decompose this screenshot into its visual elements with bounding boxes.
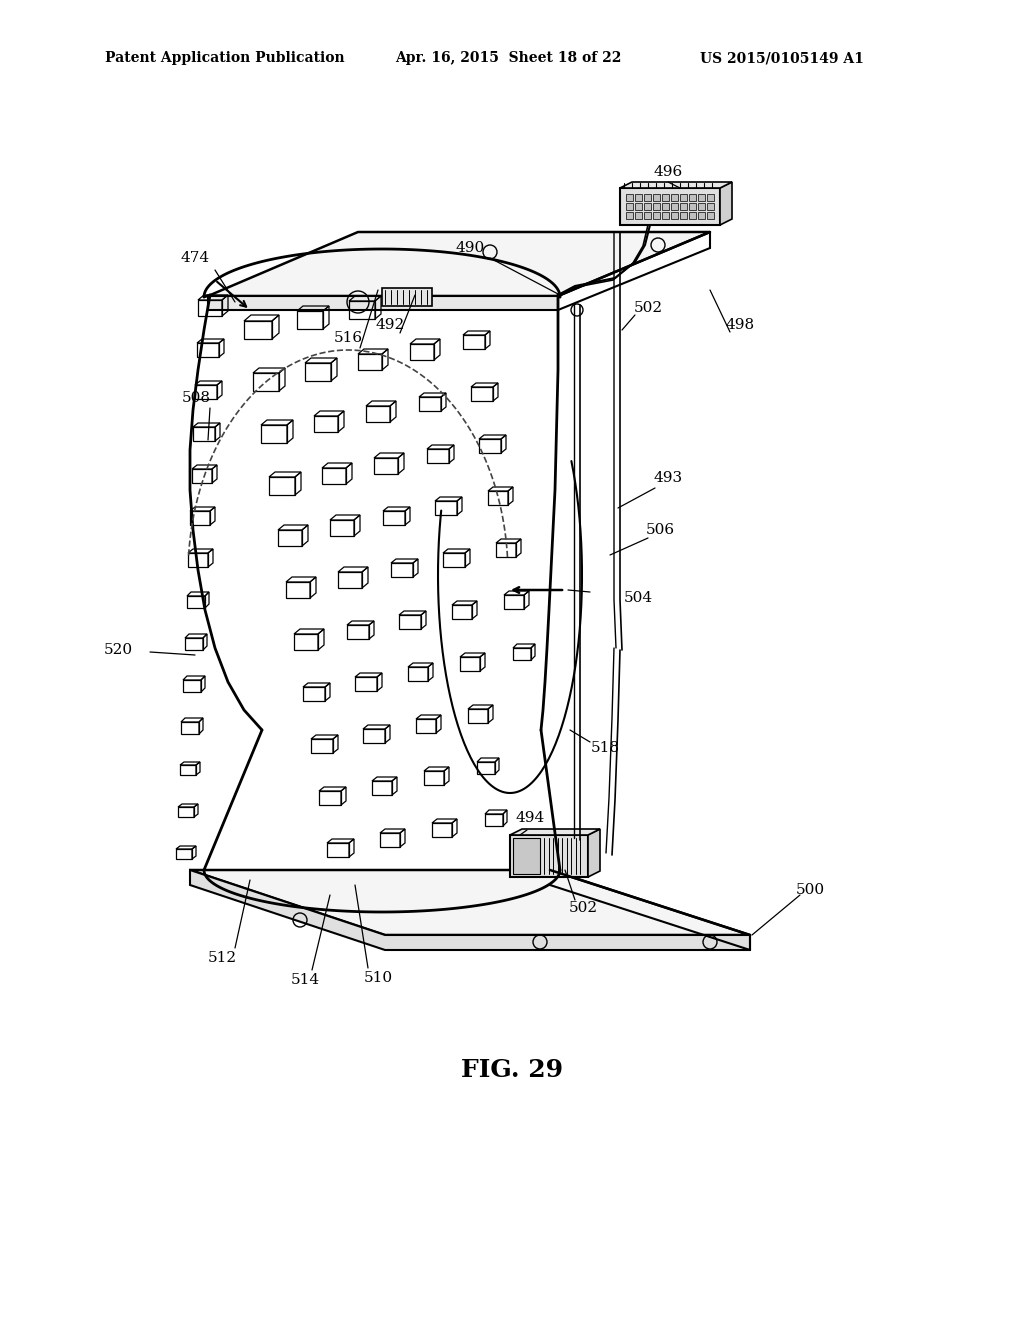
Polygon shape <box>513 838 540 874</box>
Polygon shape <box>707 203 714 210</box>
Text: 504: 504 <box>624 591 652 605</box>
Text: 510: 510 <box>364 972 392 985</box>
Text: 498: 498 <box>725 318 755 333</box>
Text: 502: 502 <box>568 902 598 915</box>
Text: 520: 520 <box>103 643 132 657</box>
Text: 492: 492 <box>376 318 404 333</box>
Polygon shape <box>510 829 600 836</box>
Polygon shape <box>698 194 705 201</box>
Polygon shape <box>620 182 732 187</box>
Text: 502: 502 <box>634 301 663 315</box>
Polygon shape <box>689 203 696 210</box>
Polygon shape <box>190 870 750 935</box>
Text: 494: 494 <box>515 810 545 825</box>
Polygon shape <box>698 203 705 210</box>
Polygon shape <box>644 203 651 210</box>
Polygon shape <box>707 213 714 219</box>
Polygon shape <box>626 213 633 219</box>
Text: 493: 493 <box>653 471 683 484</box>
Text: 474: 474 <box>180 251 210 265</box>
Polygon shape <box>662 213 669 219</box>
Text: Patent Application Publication: Patent Application Publication <box>105 51 345 65</box>
Text: 518: 518 <box>591 741 620 755</box>
Text: US 2015/0105149 A1: US 2015/0105149 A1 <box>700 51 864 65</box>
Polygon shape <box>190 870 750 950</box>
Polygon shape <box>689 213 696 219</box>
Polygon shape <box>689 194 696 201</box>
Text: 500: 500 <box>796 883 824 898</box>
Polygon shape <box>644 213 651 219</box>
Polygon shape <box>635 194 642 201</box>
Polygon shape <box>680 194 687 201</box>
Polygon shape <box>635 203 642 210</box>
Polygon shape <box>680 203 687 210</box>
Polygon shape <box>662 194 669 201</box>
Polygon shape <box>671 213 678 219</box>
Polygon shape <box>382 288 432 306</box>
Text: FIG. 29: FIG. 29 <box>461 1059 563 1082</box>
Polygon shape <box>635 213 642 219</box>
Text: 516: 516 <box>334 331 362 345</box>
Polygon shape <box>698 213 705 219</box>
Text: 496: 496 <box>653 165 683 180</box>
Polygon shape <box>208 296 558 310</box>
Text: 508: 508 <box>181 391 211 405</box>
Polygon shape <box>680 213 687 219</box>
Polygon shape <box>644 194 651 201</box>
Polygon shape <box>626 194 633 201</box>
Polygon shape <box>707 194 714 201</box>
Polygon shape <box>653 194 660 201</box>
Polygon shape <box>720 182 732 224</box>
Polygon shape <box>653 203 660 210</box>
Text: 514: 514 <box>291 973 319 987</box>
Polygon shape <box>662 203 669 210</box>
Polygon shape <box>208 232 710 296</box>
Polygon shape <box>671 203 678 210</box>
Text: 506: 506 <box>645 523 675 537</box>
Polygon shape <box>620 187 720 224</box>
Text: Apr. 16, 2015  Sheet 18 of 22: Apr. 16, 2015 Sheet 18 of 22 <box>395 51 622 65</box>
Polygon shape <box>671 194 678 201</box>
Polygon shape <box>653 213 660 219</box>
Polygon shape <box>626 203 633 210</box>
Polygon shape <box>510 836 588 876</box>
Polygon shape <box>588 829 600 876</box>
Text: 490: 490 <box>456 242 484 255</box>
Text: 512: 512 <box>208 950 237 965</box>
